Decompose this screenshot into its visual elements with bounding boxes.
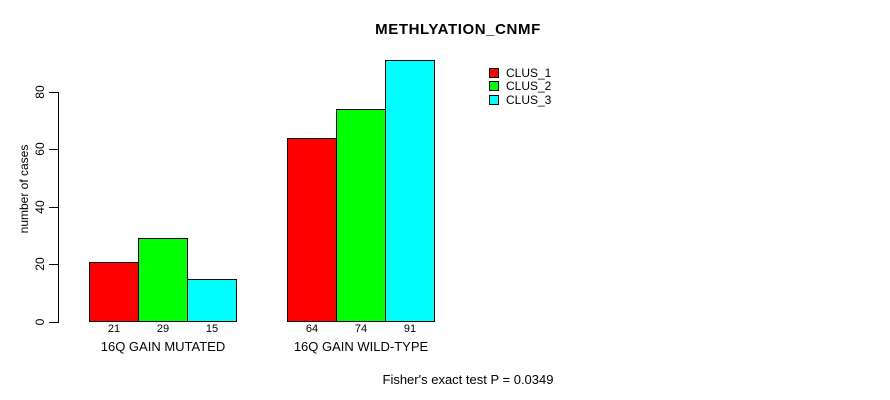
y-axis-tick-label: 0: [33, 318, 47, 326]
bar-value-label: 74: [354, 323, 368, 335]
legend-swatch-clus_3: [489, 95, 499, 105]
bar-clus_1-1: [89, 262, 139, 322]
y-axis-label: number of cases: [17, 144, 31, 234]
y-axis-tick: [49, 207, 58, 208]
category-label: 16Q GAIN MUTATED: [100, 339, 226, 354]
y-axis-tick: [49, 92, 58, 93]
bar-value-label: 21: [107, 323, 121, 335]
legend-label: CLUS_2: [506, 79, 552, 93]
annotation-text: Fisher's exact test P = 0.0349: [382, 372, 554, 387]
bar-value-label: 91: [403, 323, 417, 335]
y-axis-tick-label: 20: [33, 257, 47, 271]
legend-swatch-clus_1: [489, 68, 499, 78]
y-axis-tick: [49, 149, 58, 150]
category-label: 16Q GAIN WILD-TYPE: [293, 339, 429, 354]
y-axis-tick: [49, 264, 58, 265]
bar-clus_2-2: [336, 109, 386, 322]
bar-value-label: 64: [305, 323, 319, 335]
bar-value-label: 15: [205, 323, 219, 335]
y-axis-tick-label: 80: [33, 85, 47, 99]
legend-swatch-clus_2: [489, 81, 499, 91]
bar-value-label: 29: [156, 323, 170, 335]
bar-clus_3-1: [187, 279, 237, 322]
y-axis-line: [58, 92, 59, 323]
chart-title: METHLYATION_CNMF: [375, 21, 541, 38]
legend-label: CLUS_3: [506, 93, 552, 107]
bar-clus_1-2: [287, 138, 337, 322]
y-axis-tick: [49, 322, 58, 323]
bar-clus_3-2: [385, 60, 435, 322]
bar-clus_2-1: [138, 238, 188, 322]
y-axis-tick-label: 40: [33, 200, 47, 214]
y-axis-tick-label: 60: [33, 142, 47, 156]
legend-label: CLUS_1: [506, 66, 552, 80]
